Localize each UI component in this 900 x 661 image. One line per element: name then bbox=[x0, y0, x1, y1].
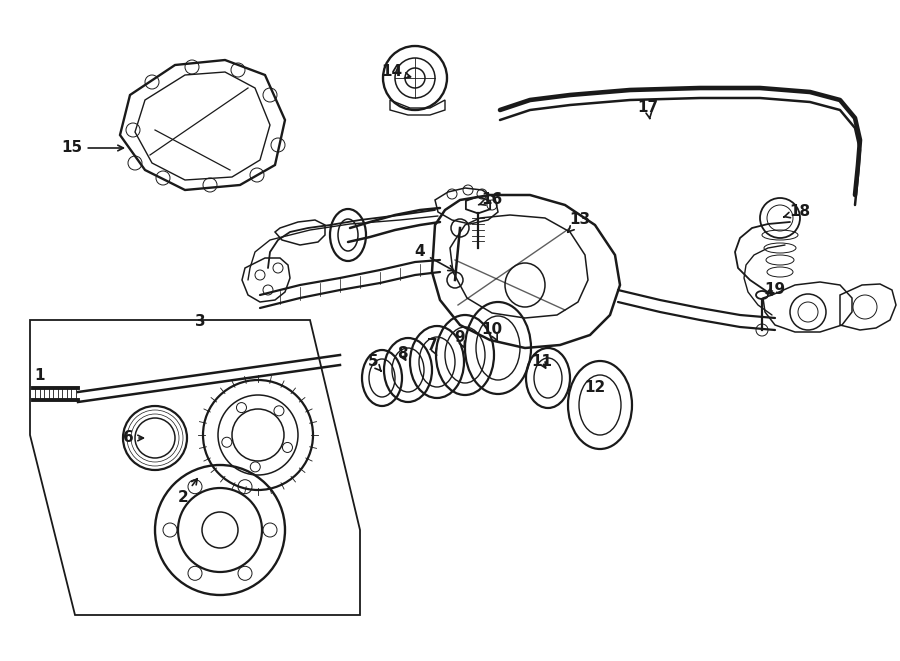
Text: 7: 7 bbox=[427, 338, 437, 356]
Text: 15: 15 bbox=[61, 141, 123, 155]
Text: 16: 16 bbox=[479, 192, 502, 208]
Text: 5: 5 bbox=[368, 354, 382, 371]
Text: 11: 11 bbox=[532, 354, 553, 369]
Text: 13: 13 bbox=[568, 212, 590, 233]
Text: 1: 1 bbox=[35, 368, 45, 383]
Text: 18: 18 bbox=[784, 204, 811, 219]
Text: 10: 10 bbox=[482, 323, 502, 340]
Text: 14: 14 bbox=[382, 65, 410, 79]
Text: 8: 8 bbox=[397, 346, 408, 362]
Text: 6: 6 bbox=[122, 430, 143, 446]
Text: 4: 4 bbox=[415, 245, 454, 271]
Text: 12: 12 bbox=[584, 381, 606, 395]
Text: 3: 3 bbox=[194, 315, 205, 329]
Text: 2: 2 bbox=[177, 479, 197, 506]
Text: 19: 19 bbox=[764, 282, 786, 297]
Text: 17: 17 bbox=[637, 100, 659, 119]
Text: 9: 9 bbox=[454, 330, 465, 348]
